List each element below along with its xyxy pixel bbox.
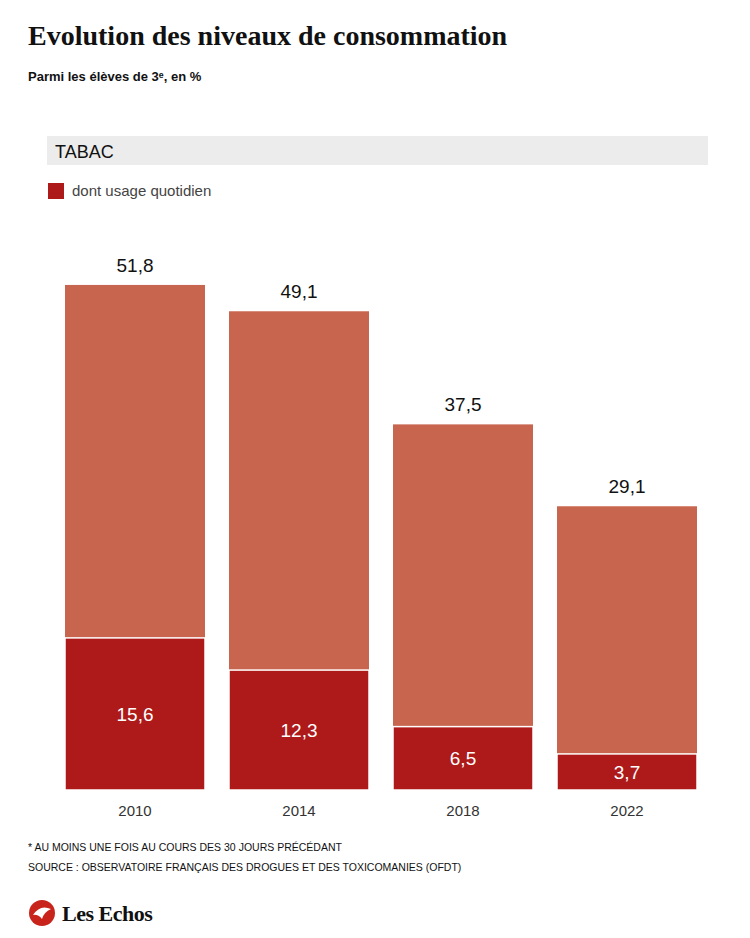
logo: Les Echos <box>29 900 153 926</box>
bar <box>557 506 697 790</box>
panel-header: TABAC <box>55 142 114 162</box>
data-label: 49,1 <box>281 281 318 302</box>
data-label: 3,7 <box>614 762 640 783</box>
bars <box>65 285 697 790</box>
data-labels: 51,8 15,6 49,1 12,3 37,5 6,5 29,1 3,7 <box>117 255 646 783</box>
logo-icon <box>29 900 55 926</box>
bar <box>229 311 369 790</box>
data-label: 6,5 <box>450 748 476 769</box>
data-label: 29,1 <box>609 476 646 497</box>
bar <box>393 424 533 790</box>
x-tick-label: 2022 <box>610 802 643 819</box>
annotation: * AU MOINS UNE FOIS AU COURS DES 30 JOUR… <box>28 841 342 853</box>
data-label: 15,6 <box>117 704 154 725</box>
logo-icon <box>33 907 51 919</box>
publisher: Les Echos <box>62 901 153 926</box>
x-tick-label: 2010 <box>118 802 151 819</box>
data-label: 12,3 <box>281 720 318 741</box>
header-band <box>47 136 708 165</box>
bar <box>229 670 369 790</box>
legend-swatch <box>48 183 64 199</box>
bar <box>557 754 697 790</box>
bar <box>393 727 533 790</box>
x-tick-label: 2018 <box>446 802 479 819</box>
chart: Evolution des niveaux de consommation Par… <box>0 0 750 938</box>
chart-root: Evolution des niveaux de consommation Par… <box>0 0 750 938</box>
annotation: SOURCE : OBSERVATOIRE FRANÇAIS DES DROGU… <box>28 861 461 873</box>
data-label: 37,5 <box>445 394 482 415</box>
legend-label: dont usage quotidien <box>72 182 211 199</box>
x-tick-label: 2014 <box>282 802 315 819</box>
subtitle: Parmi les élèves de 3ᵉ, en % <box>28 69 202 84</box>
bar <box>65 638 205 790</box>
title: Evolution des niveaux de consommation <box>28 20 508 51</box>
data-label: 51,8 <box>117 255 154 276</box>
bar <box>65 285 205 790</box>
